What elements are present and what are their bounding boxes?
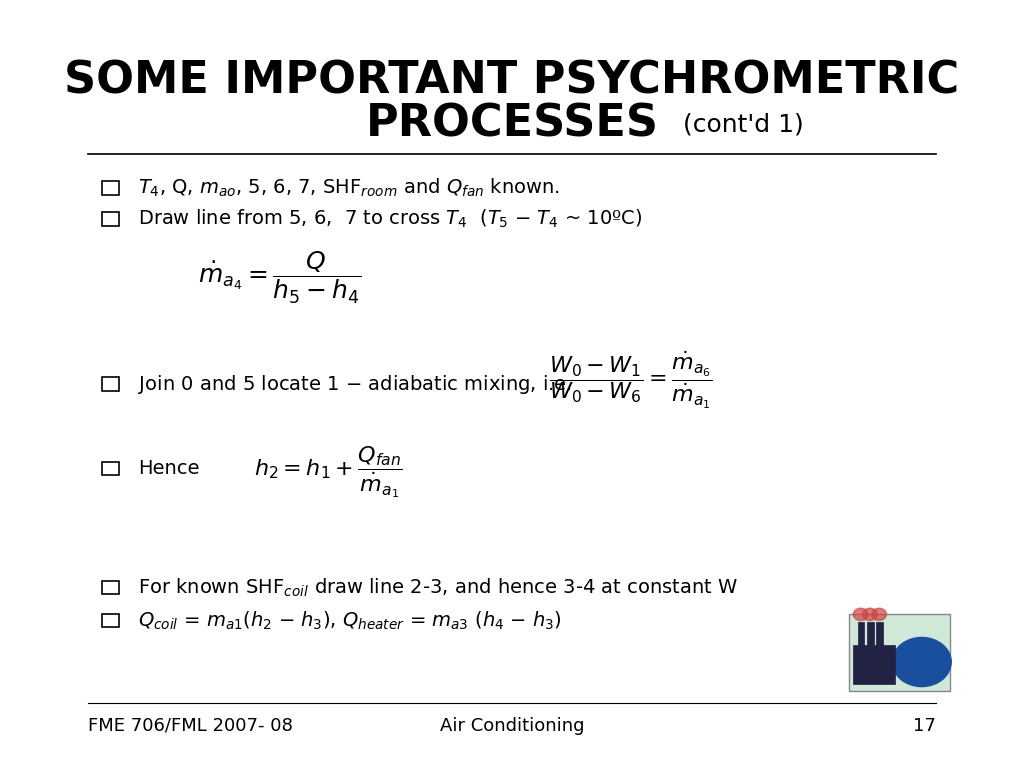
Text: $\dot{m}_{a_4} = \dfrac{Q}{h_5 - h_4}$: $\dot{m}_{a_4} = \dfrac{Q}{h_5 - h_4}$ bbox=[199, 250, 361, 306]
FancyBboxPatch shape bbox=[102, 462, 119, 475]
Text: 17: 17 bbox=[913, 717, 936, 735]
Text: Draw line from 5, 6,  7 to cross $T_4$  ($T_5$ $-$ $T_4$ ~ 10ºC): Draw line from 5, 6, 7 to cross $T_4$ ($… bbox=[138, 207, 643, 230]
Text: PROCESSES: PROCESSES bbox=[366, 103, 658, 146]
Text: $\dfrac{W_0 - W_1}{W_0 - W_6} = \dfrac{\dot{m}_{a_6}}{\dot{m}_{a_1}}$: $\dfrac{W_0 - W_1}{W_0 - W_6} = \dfrac{\… bbox=[549, 349, 713, 411]
Circle shape bbox=[892, 637, 951, 687]
Text: Air Conditioning: Air Conditioning bbox=[439, 717, 585, 735]
Text: Hence: Hence bbox=[138, 459, 200, 478]
FancyBboxPatch shape bbox=[867, 622, 873, 653]
Circle shape bbox=[862, 608, 878, 621]
Text: SOME IMPORTANT PSYCHROMETRIC: SOME IMPORTANT PSYCHROMETRIC bbox=[65, 59, 959, 102]
Text: $Q_{coil}$ = $m_{a1}$($h_2$ $-$ $h_3$), $Q_{heater}$ = $m_{a3}$ ($h_4$ $-$ $h_3$: $Q_{coil}$ = $m_{a1}$($h_2$ $-$ $h_3$), … bbox=[138, 609, 562, 632]
Circle shape bbox=[853, 608, 868, 621]
Text: FME 706/FML 2007- 08: FME 706/FML 2007- 08 bbox=[88, 717, 293, 735]
FancyBboxPatch shape bbox=[102, 212, 119, 226]
FancyBboxPatch shape bbox=[102, 377, 119, 391]
FancyBboxPatch shape bbox=[102, 614, 119, 627]
Text: $T_4$, Q, $m_{ao}$, 5, 6, 7, SHF$_{room}$ and $Q_{fan}$ known.: $T_4$, Q, $m_{ao}$, 5, 6, 7, SHF$_{room}… bbox=[138, 177, 560, 200]
FancyBboxPatch shape bbox=[102, 181, 119, 195]
Circle shape bbox=[871, 608, 887, 621]
Text: (cont'd 1): (cont'd 1) bbox=[683, 112, 804, 137]
FancyBboxPatch shape bbox=[858, 622, 864, 653]
FancyBboxPatch shape bbox=[853, 645, 895, 684]
Text: Join 0 and 5 locate 1 $-$ adiabatic mixing, i.e.: Join 0 and 5 locate 1 $-$ adiabatic mixi… bbox=[138, 372, 572, 396]
FancyBboxPatch shape bbox=[102, 581, 119, 594]
Text: $h_2 = h_1 + \dfrac{Q_{fan}}{\dot{m}_{a_1}}$: $h_2 = h_1 + \dfrac{Q_{fan}}{\dot{m}_{a_… bbox=[254, 445, 402, 500]
FancyBboxPatch shape bbox=[877, 622, 883, 653]
FancyBboxPatch shape bbox=[849, 614, 950, 691]
Text: For known SHF$_{coil}$ draw line 2-3, and hence 3-4 at constant W: For known SHF$_{coil}$ draw line 2-3, an… bbox=[138, 576, 738, 599]
